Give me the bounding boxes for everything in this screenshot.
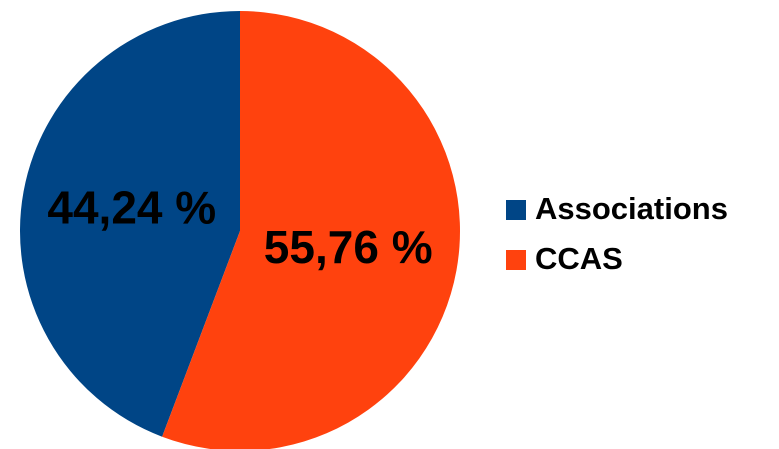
legend-swatch bbox=[506, 250, 526, 270]
data-label: 44,24 % bbox=[47, 181, 216, 233]
data-label: 55,76 % bbox=[264, 221, 433, 273]
legend-label: CCAS bbox=[535, 241, 623, 276]
legend-label: Associations bbox=[535, 191, 728, 226]
pie-slice bbox=[162, 11, 460, 449]
legend-swatch bbox=[506, 200, 526, 220]
pie-slice bbox=[20, 11, 241, 437]
